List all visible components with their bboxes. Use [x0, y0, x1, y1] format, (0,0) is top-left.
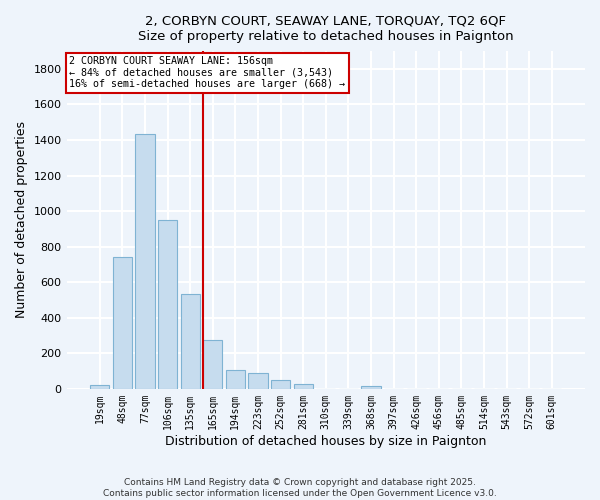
Bar [271, 380, 290, 389]
Bar [113, 258, 132, 389]
Bar [181, 294, 200, 389]
Bar [90, 385, 109, 389]
X-axis label: Distribution of detached houses by size in Paignton: Distribution of detached houses by size … [165, 434, 487, 448]
Bar [158, 220, 177, 389]
Bar [226, 370, 245, 389]
Bar [248, 373, 268, 389]
Bar [203, 340, 223, 389]
Bar [361, 386, 380, 389]
Bar [293, 384, 313, 389]
Y-axis label: Number of detached properties: Number of detached properties [15, 122, 28, 318]
Title: 2, CORBYN COURT, SEAWAY LANE, TORQUAY, TQ2 6QF
Size of property relative to deta: 2, CORBYN COURT, SEAWAY LANE, TORQUAY, T… [138, 15, 514, 43]
Bar [136, 134, 155, 389]
Text: 2 CORBYN COURT SEAWAY LANE: 156sqm
← 84% of detached houses are smaller (3,543)
: 2 CORBYN COURT SEAWAY LANE: 156sqm ← 84%… [69, 56, 345, 90]
Text: Contains HM Land Registry data © Crown copyright and database right 2025.
Contai: Contains HM Land Registry data © Crown c… [103, 478, 497, 498]
